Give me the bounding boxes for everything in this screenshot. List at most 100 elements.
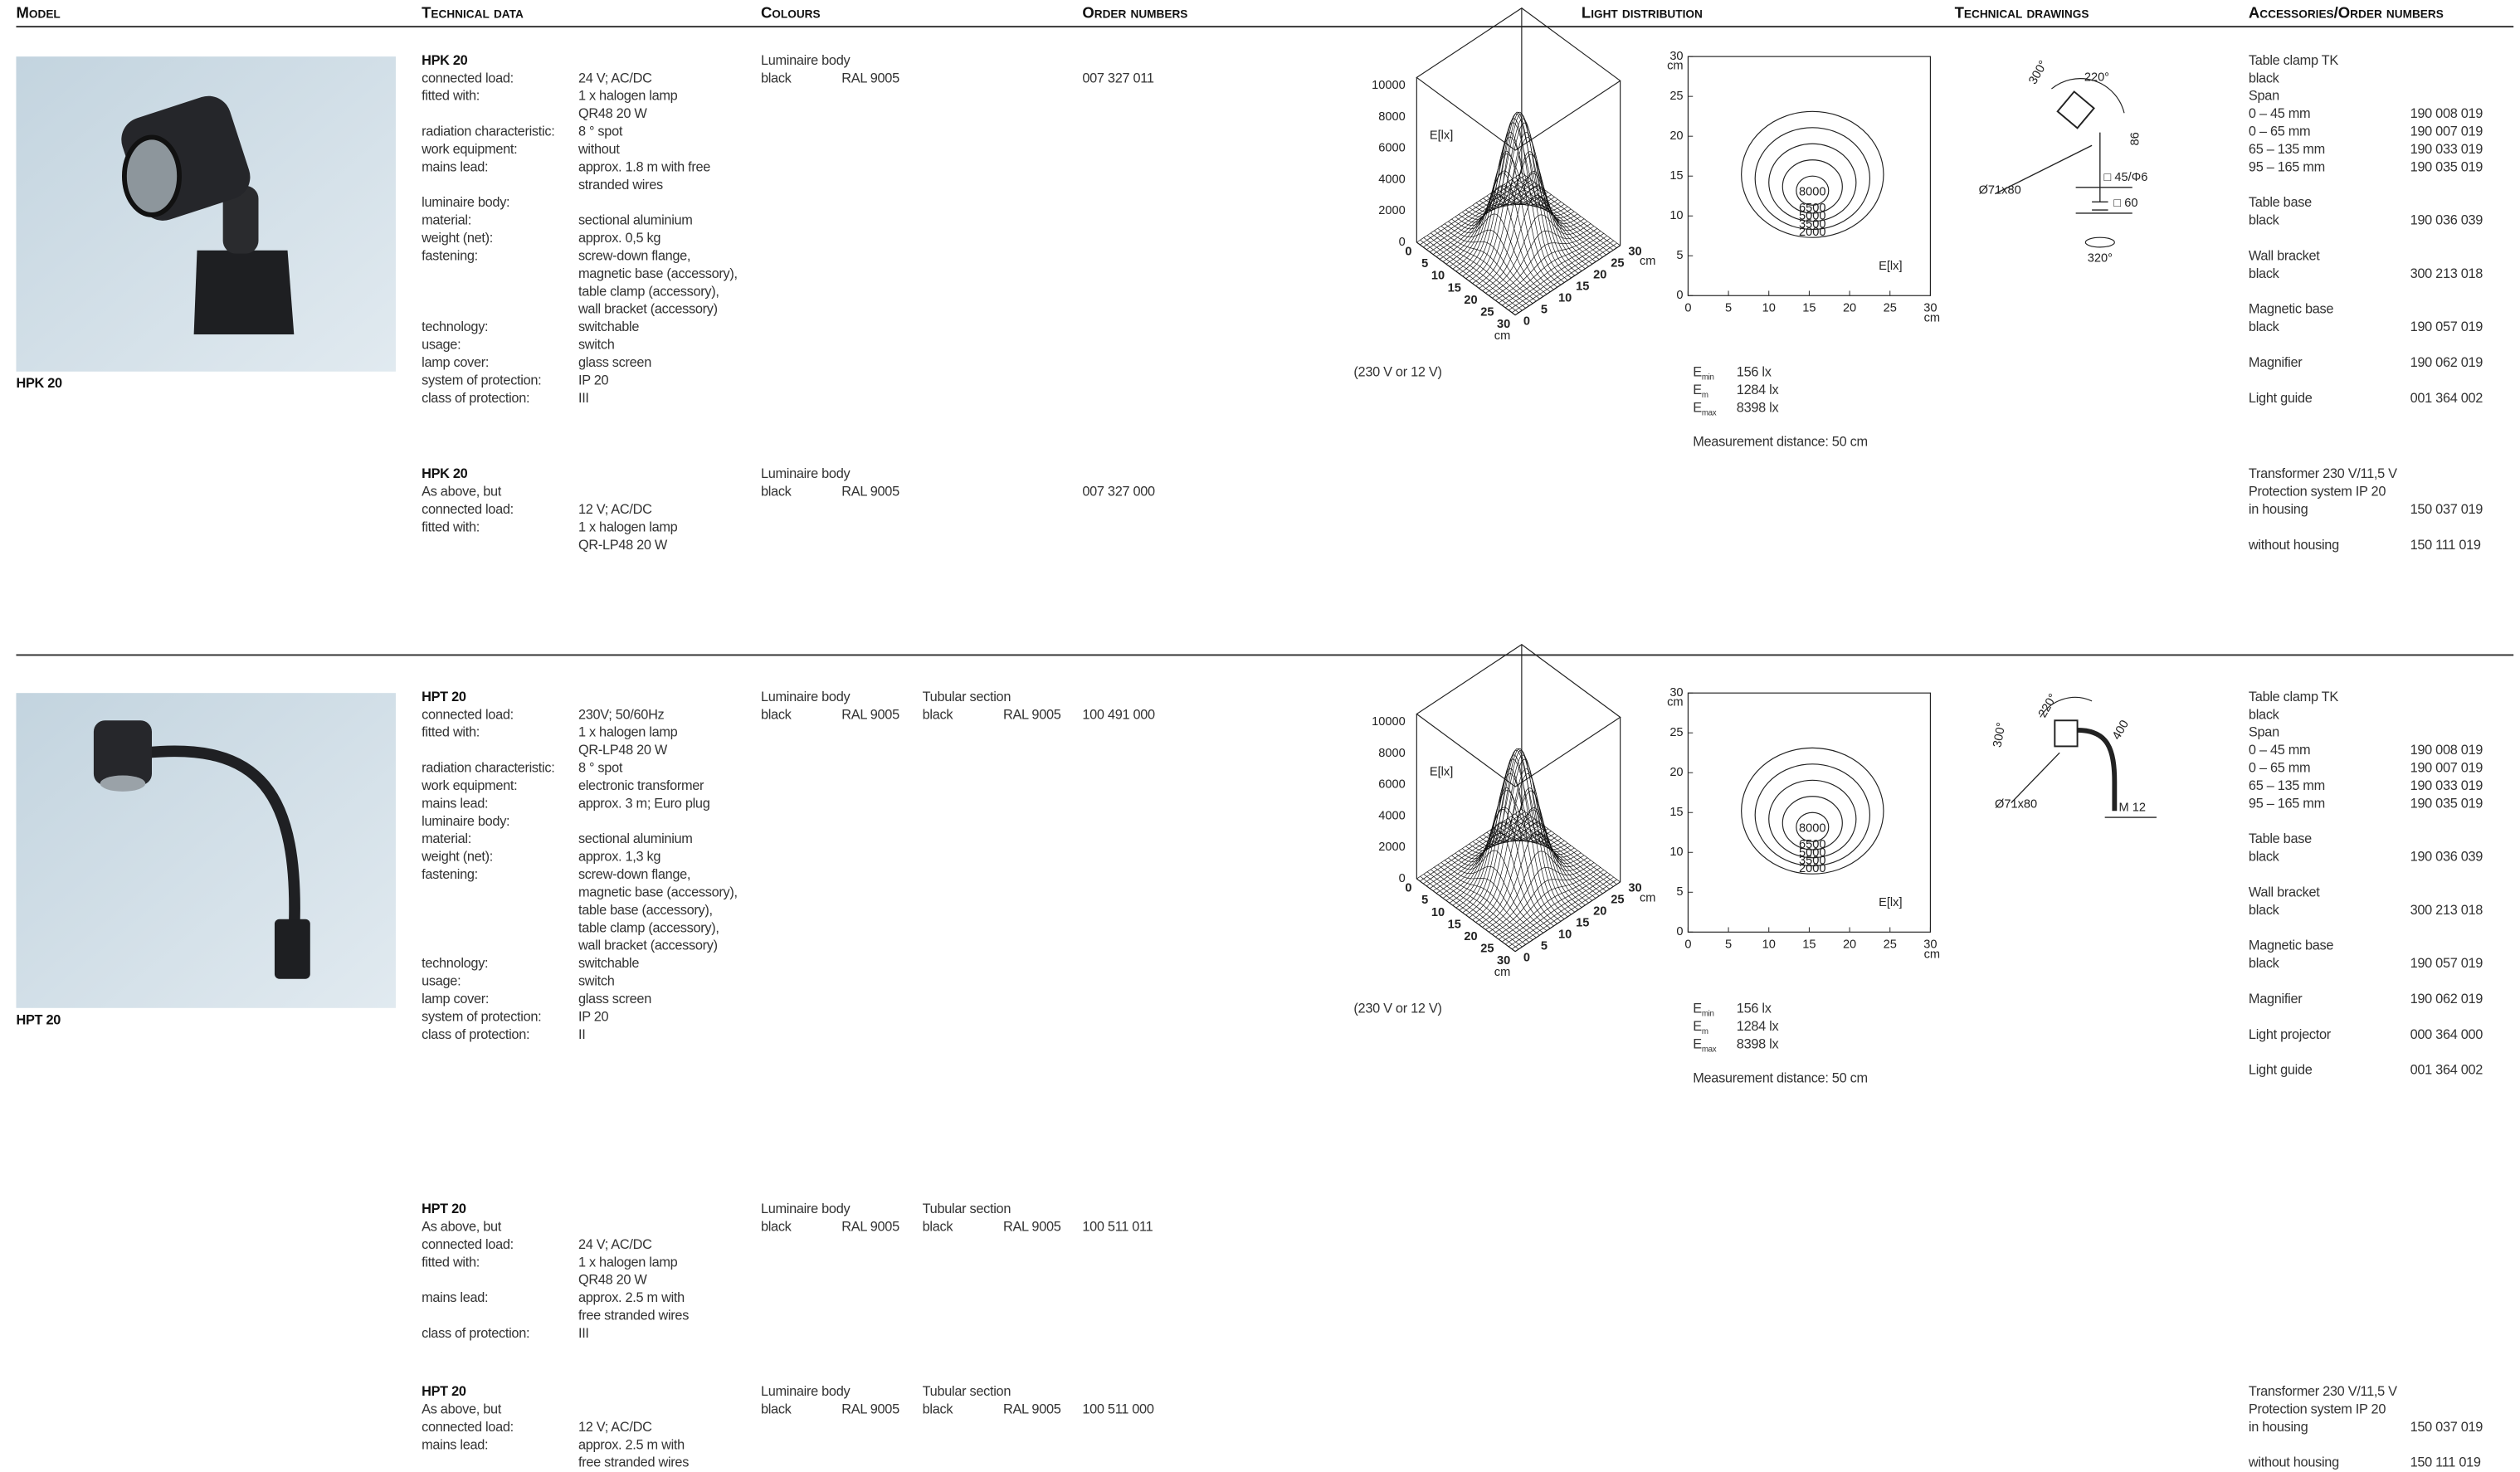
spec-value: approx. 2.5 m with (578, 1435, 685, 1453)
axis-unit: cm (1494, 329, 1510, 343)
z-tick-label: 4000 (1378, 173, 1405, 186)
spec-label: mains lead: (422, 158, 489, 175)
z-tick-label: 6000 (1378, 778, 1405, 792)
z-tick-label: 4000 (1378, 809, 1405, 822)
colour-name: black (760, 1400, 792, 1417)
contour-line (1768, 779, 1857, 859)
drawing-label: 400 (2110, 718, 2132, 742)
y-tick-label: 15 (1576, 280, 1589, 293)
accessory-number: 190 007 019 (2410, 758, 2483, 776)
drawing-tube (2077, 728, 2118, 812)
surface-mesh (1416, 173, 1523, 243)
spec-value: approx. 3 m; Euro plug (578, 794, 710, 812)
axis-unit: cm (1667, 696, 1683, 709)
lamp-head (93, 720, 152, 786)
y-tick-label: 15 (1669, 169, 1683, 183)
spec-value: approx. 1.8 m with free (578, 158, 711, 175)
accessory-name: in housing (2248, 1418, 2308, 1435)
accessory-number: 190 036 039 (2410, 212, 2483, 228)
z-tick-label: 2000 (1378, 841, 1405, 854)
axis-unit: cm (1640, 255, 1655, 268)
spec-value: screw-down flange, (578, 246, 691, 264)
x-tick-label: 25 (1884, 302, 1897, 315)
y-tick-label: 10 (1669, 209, 1683, 222)
accessory-name: Magnetic base (2248, 937, 2334, 953)
spec-label: radiation characteristic: (422, 122, 555, 139)
spec-value: approx. 2.5 m with (578, 1289, 685, 1306)
spec-label: fastening: (422, 246, 478, 264)
entry-title: HPT 20 (422, 688, 466, 704)
accessory-name: 95 – 165 mm (2248, 158, 2325, 175)
spec-value: approx. 1,3 kg (578, 848, 661, 865)
colour-heading: Tubular section (922, 688, 1011, 704)
technical-drawing: 300° 220° 86 □ 45/Φ6 □ 60 Ø71x80 320° (1979, 58, 2148, 265)
z-tick-label: 10000 (1372, 79, 1406, 92)
surface-mesh (1511, 816, 1611, 890)
x-tick-label: 5 (1421, 257, 1428, 271)
illuminance-symbol: E (1693, 398, 1702, 416)
x-tick-label: 5 (1421, 894, 1428, 907)
order-number: 100 511 000 (1082, 1400, 1154, 1417)
accessory-name: without housing (2248, 536, 2339, 553)
spec-label: technology: (422, 954, 489, 972)
x-tick-label: 0 (1684, 938, 1691, 952)
accessory-name: black (2248, 212, 2279, 228)
spec-value: table clamp (accessory), (578, 282, 719, 300)
column-heading: Accessories/Order numbers (2248, 4, 2444, 23)
contour-line (1796, 812, 1830, 842)
accessory-name: Light guide (2248, 389, 2313, 406)
spec-value: glass screen (578, 990, 651, 1007)
surface-mesh (1502, 871, 1607, 943)
colour-heading: Luminaire body (760, 51, 851, 68)
illuminance-subscript: m (1701, 391, 1708, 401)
product-photo (16, 693, 396, 1008)
contour-label: 6500 (1799, 838, 1825, 851)
accessory-name: Light projector (2248, 1026, 2331, 1042)
x-tick-label: 30 (1923, 302, 1937, 315)
surface-mesh (1514, 881, 1621, 952)
axis-quantity: E[lx] (1430, 129, 1453, 142)
contour-label: 6500 (1799, 202, 1825, 215)
spec-value: switchable (578, 954, 640, 972)
spec-label: lamp cover: (422, 990, 490, 1007)
spec-value: 8 ° spot (578, 122, 623, 139)
axis-unit: cm (1667, 60, 1683, 73)
spec-label: class of protection: (422, 389, 530, 406)
x-tick-label: 10 (1762, 302, 1776, 315)
colour-heading: Luminaire body (760, 1382, 851, 1399)
surface-mesh (1426, 179, 1532, 251)
contour-label: 8000 (1799, 186, 1825, 199)
colour-code: RAL 9005 (1002, 705, 1061, 723)
colour-name: black (760, 69, 792, 86)
illuminance-value: 1284 lx (1736, 381, 1779, 397)
y-tick-label: 15 (1576, 916, 1589, 929)
colour-name: black (922, 1217, 953, 1235)
plot-box-floor (1416, 241, 1621, 316)
y-tick-label: 10 (1669, 846, 1683, 859)
illuminance-row: Emin (1693, 1000, 1714, 1024)
accessory-name: Table base (2248, 830, 2312, 847)
drawing-label: 220° (2084, 71, 2109, 84)
accessory-name: 0 – 65 mm (2248, 122, 2311, 139)
accessory-name: Transformer 230 V/11,5 V (2248, 465, 2397, 482)
accessory-number: 001 364 002 (2410, 389, 2483, 406)
spec-label: radiation characteristic: (422, 758, 555, 776)
drawing-label: □ 60 (2113, 197, 2137, 210)
spec-value: 12 V; AC/DC (578, 500, 652, 517)
lamp-lens (100, 775, 146, 792)
accessory-number: 190 033 019 (2410, 777, 2483, 793)
surface-mesh (1511, 242, 1617, 313)
surface-mesh (1521, 809, 1621, 883)
accessory-name: Magnifier (2248, 990, 2303, 1007)
y-tick-label: 10 (1558, 291, 1572, 305)
spec-value: 1 x halogen lamp (578, 724, 678, 740)
surface-mesh (1514, 177, 1614, 251)
spec-label: technology: (422, 318, 489, 334)
drawing-arc (2051, 78, 2125, 114)
column-heading: Light distribution (1581, 4, 1703, 23)
spec-value: stranded wires (578, 176, 663, 193)
x-tick-label: 30 (1923, 938, 1937, 952)
accessory-name: 65 – 135 mm (2248, 140, 2325, 157)
spec-label: work equipment: (422, 140, 518, 157)
